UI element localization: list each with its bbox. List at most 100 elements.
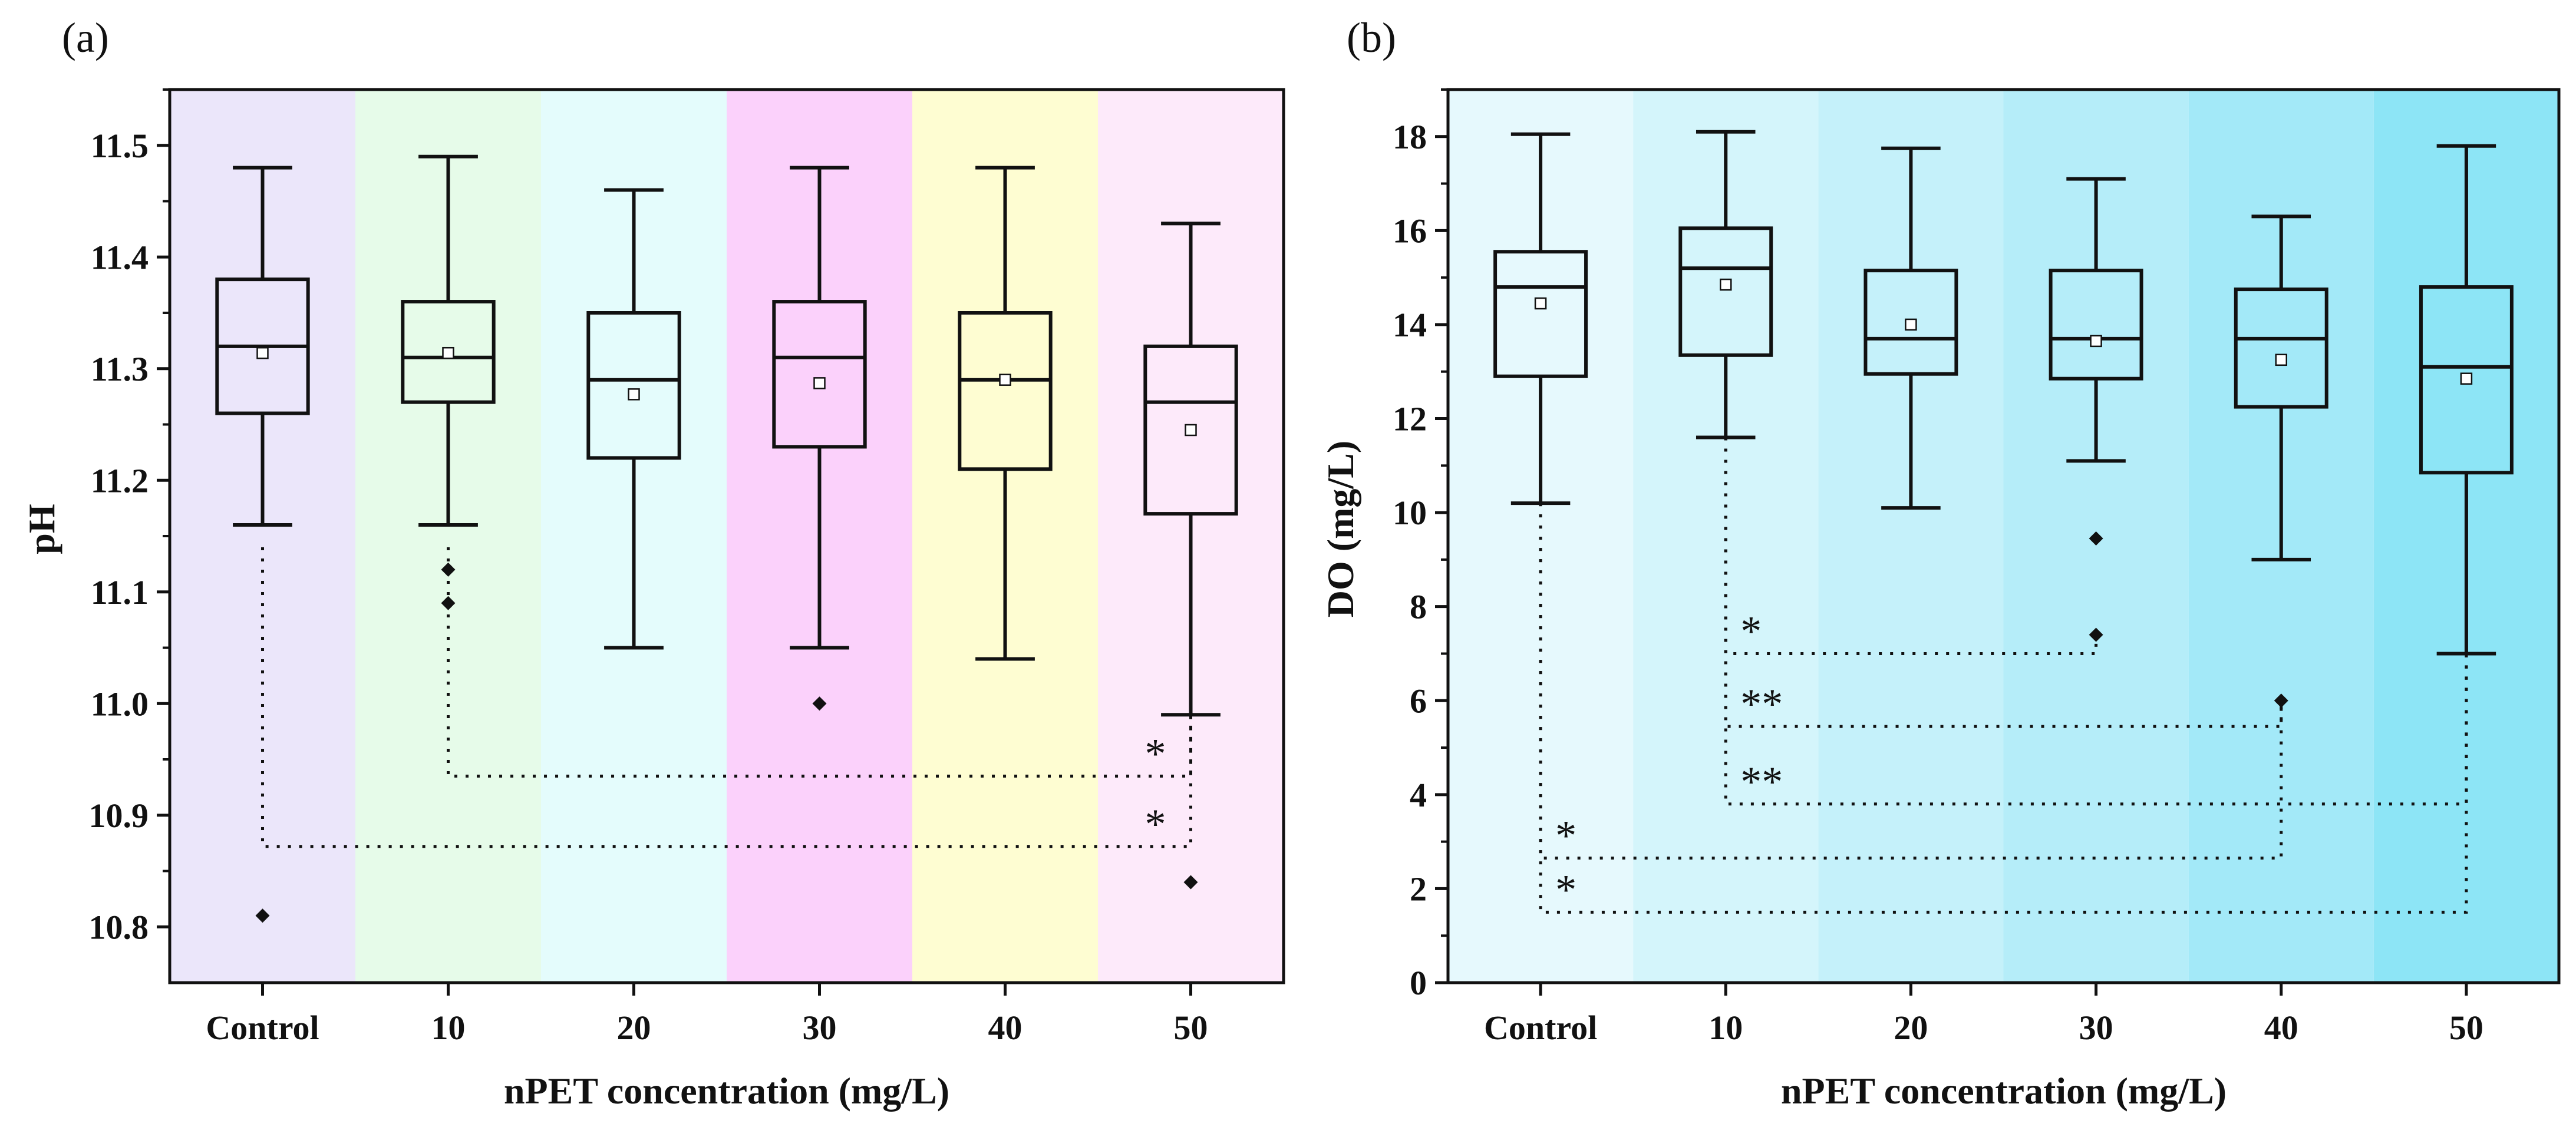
iqr-box — [2419, 285, 2514, 475]
mean-marker — [2460, 372, 2473, 385]
y-tick-label: 11.1 — [91, 573, 149, 612]
panel-b-y-axis-title: DO (mg/L) — [1320, 441, 1361, 617]
outlier-point — [1183, 875, 1198, 890]
significance-bracket — [1724, 437, 2098, 655]
panel-b-significance: ******* — [1539, 437, 2468, 914]
y-tick-label: 11.5 — [91, 127, 149, 165]
outlier-point — [812, 696, 827, 711]
mean-marker — [2275, 353, 2287, 366]
box-20 — [1863, 146, 1958, 510]
y-tick-label: 11.4 — [91, 238, 149, 276]
mean-marker — [999, 374, 1011, 386]
panel-b-bands — [1448, 90, 2559, 983]
x-tick-label: Control — [1484, 1009, 1597, 1047]
x-tick-label: 40 — [2264, 1009, 2298, 1047]
significance-label: ** — [1740, 758, 1783, 805]
y-tick-label: 10.9 — [89, 796, 149, 835]
significance-label: * — [1555, 812, 1576, 860]
panel-a-y-axis: 10.8 10.9 11.0 11.1 11.2 11.3 11.4 11.5 — [89, 88, 170, 946]
iqr-box — [1678, 226, 1773, 357]
iqr-box — [586, 311, 681, 460]
y-tick-label: 6 — [1410, 682, 1427, 720]
iqr-box — [2234, 287, 2328, 409]
significance-label: ** — [1740, 680, 1783, 728]
box-40 — [958, 166, 1053, 661]
y-tick-label: 16 — [1393, 211, 1427, 250]
y-tick-label: 8 — [1410, 588, 1427, 626]
mean-marker — [256, 346, 269, 359]
panel-b-y-axis: 0 2 4 6 8 10 12 14 16 18 — [1393, 88, 1448, 1002]
x-tick-label: 10 — [1708, 1009, 1743, 1047]
panel-a-boxes — [215, 154, 1238, 923]
x-tick-label: Control — [206, 1009, 319, 1047]
box-10 — [1678, 130, 1773, 439]
iqr-box — [1143, 344, 1238, 516]
iqr-box — [401, 300, 496, 404]
y-tick-label: 0 — [1410, 964, 1427, 1002]
x-tick-label: 50 — [2449, 1009, 2483, 1047]
box-40 — [2234, 214, 2328, 708]
significance-label: * — [1555, 866, 1576, 913]
panel-b-frame — [1446, 88, 2561, 984]
significance-label: * — [1740, 607, 1762, 655]
outlier-point — [441, 596, 456, 610]
mean-marker — [442, 346, 454, 359]
box-control — [1493, 132, 1588, 505]
y-tick-label: 11.2 — [91, 461, 149, 500]
y-tick-label: 10.8 — [89, 908, 149, 946]
box-control — [215, 166, 310, 923]
x-tick-label: 20 — [1894, 1009, 1928, 1047]
outlier-point — [2274, 693, 2288, 708]
iqr-box — [1863, 269, 1958, 376]
y-tick-label: 2 — [1410, 870, 1427, 908]
x-tick-label: 40 — [988, 1009, 1023, 1047]
significance-bracket — [261, 547, 1192, 848]
mean-marker — [1185, 424, 1197, 437]
box-50 — [1143, 222, 1238, 890]
panel-a-x-axis-title: nPET concentration (mg/L) — [504, 1070, 949, 1112]
y-tick-label: 10 — [1393, 494, 1427, 532]
box-30 — [772, 166, 867, 711]
panel-b-x-axis: Control 10 20 30 40 50 — [1484, 983, 2483, 1047]
band-10 — [1633, 90, 1819, 983]
iqr-box — [1493, 250, 1588, 378]
outlier-point — [255, 908, 270, 923]
panel-b-boxes — [1493, 130, 2514, 708]
panel-a-label: (a) — [62, 14, 109, 61]
x-tick-label: 30 — [2079, 1009, 2113, 1047]
y-tick-label: 14 — [1393, 306, 1427, 344]
outlier-point — [441, 562, 456, 577]
box-50 — [2419, 144, 2514, 656]
panel-a-x-axis: Control 10 20 30 40 50 — [206, 983, 1208, 1047]
x-tick-label: 30 — [803, 1009, 837, 1047]
y-tick-label: 12 — [1393, 400, 1427, 438]
significance-bracket — [447, 547, 1192, 778]
box-10 — [401, 154, 496, 610]
x-tick-label: 10 — [431, 1009, 466, 1047]
iqr-box — [772, 300, 867, 449]
mean-marker — [628, 388, 640, 401]
y-tick-label: 4 — [1410, 776, 1427, 814]
x-tick-label: 20 — [617, 1009, 651, 1047]
y-tick-label: 11.3 — [91, 350, 149, 388]
y-tick-label: 11.0 — [91, 685, 149, 723]
significance-label: * — [1145, 730, 1166, 777]
mean-marker — [2090, 335, 2102, 348]
panel-a-significance: ** — [261, 547, 1192, 848]
mean-marker — [813, 377, 826, 389]
panel-a: ** 10.810.911.011.111.211.311.411.5 Cont… — [21, 14, 1285, 1112]
significance-label: * — [1145, 801, 1166, 848]
panel-b-x-axis-title: nPET concentration (mg/L) — [1781, 1070, 2227, 1112]
panel-b-label: (b) — [1347, 14, 1396, 61]
iqr-box — [958, 311, 1053, 471]
panel-a-y-axis-title: pH — [21, 504, 62, 554]
mean-marker — [1720, 278, 1732, 291]
outlier-point — [2089, 531, 2103, 546]
y-tick-label: 18 — [1393, 118, 1427, 156]
outlier-point — [2089, 627, 2103, 642]
panel-a-bands — [170, 90, 1284, 983]
box-20 — [586, 188, 681, 650]
iqr-box — [2049, 269, 2143, 381]
